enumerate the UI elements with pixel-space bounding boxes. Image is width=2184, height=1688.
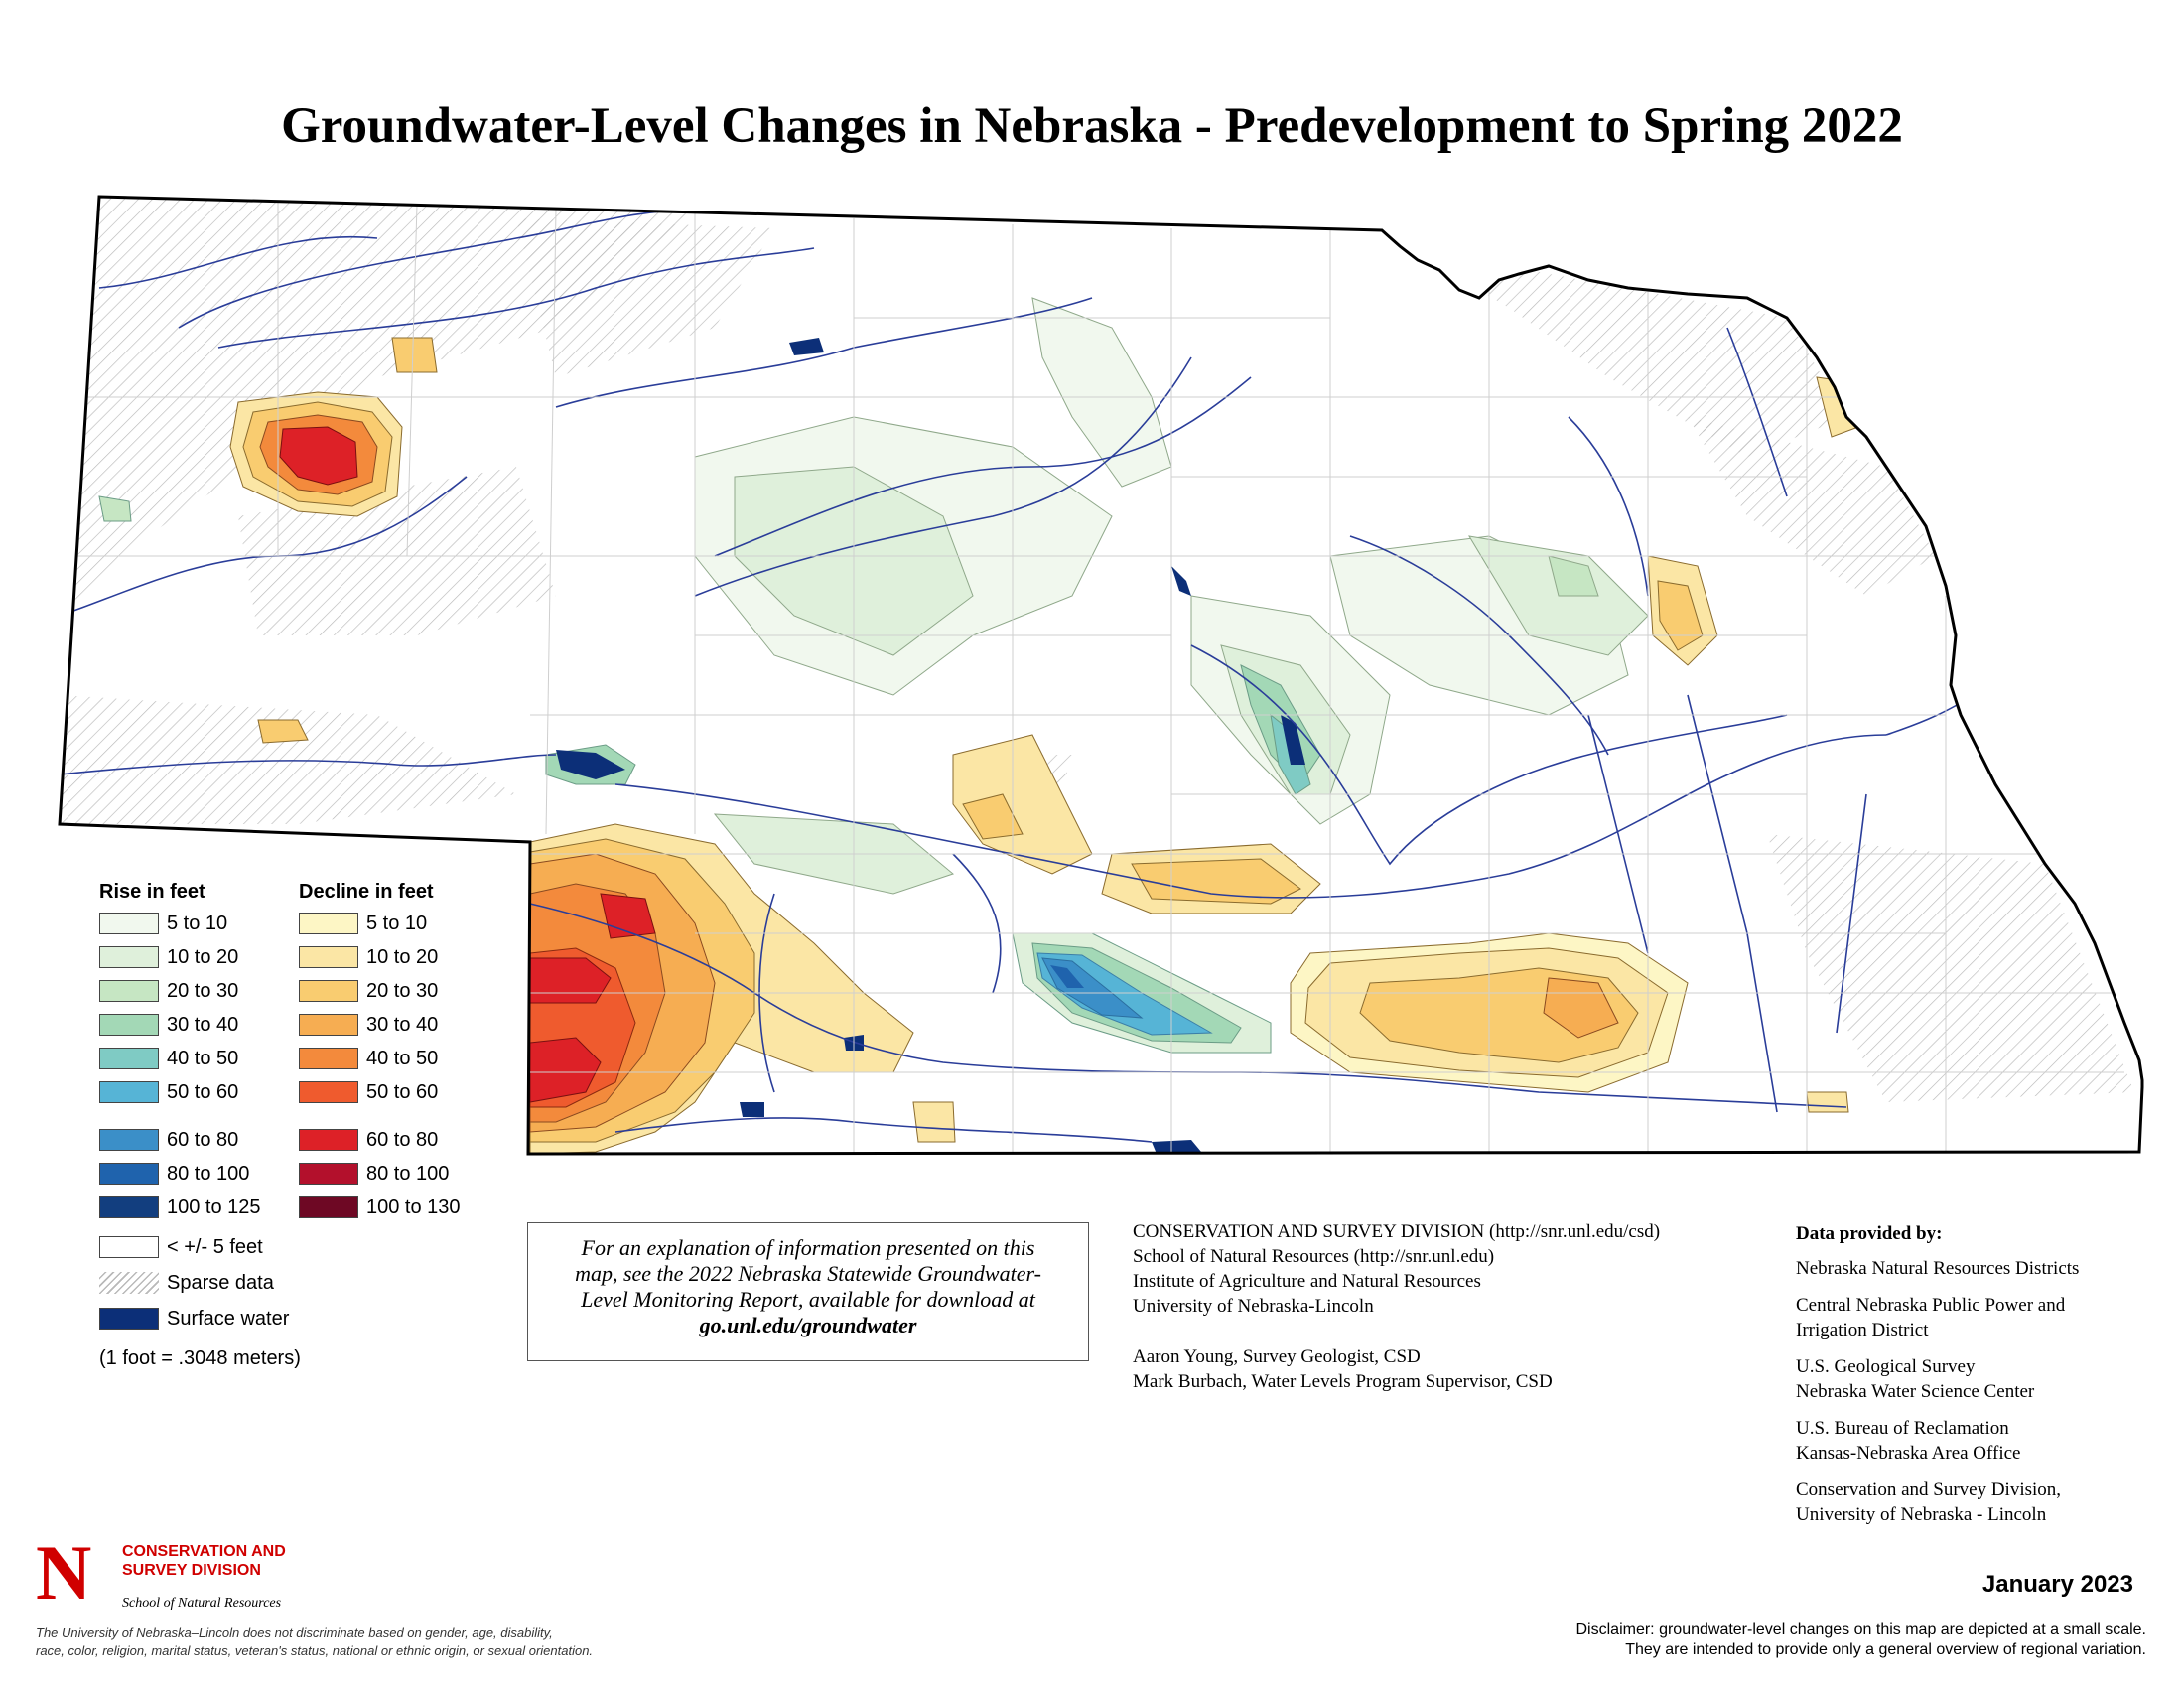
legend-rise-heading: Rise in feet <box>99 881 205 903</box>
legend-swatch <box>299 1129 358 1151</box>
data-provider-line: University of Nebraska - Lincoln <box>1796 1504 2047 1525</box>
disclaimer-line-2: They are intended to provide only a gene… <box>1625 1641 2146 1658</box>
nondiscrimination-line-1: The University of Nebraska–Lincoln does … <box>36 1625 553 1640</box>
legend-label: 80 to 100 <box>366 1163 450 1185</box>
legend-label: Sparse data <box>167 1272 274 1294</box>
credits-block: CONSERVATION AND SURVEY DIVISION (http:/… <box>1133 1219 1660 1394</box>
legend-swatch <box>299 1081 358 1103</box>
legend-swatch <box>299 913 358 934</box>
data-provider-line: U.S. Geological Survey <box>1796 1356 1976 1377</box>
legend-swatch <box>299 980 358 1002</box>
data-provider-line: Central Nebraska Public Power and <box>1796 1295 2066 1316</box>
data-provider: Central Nebraska Public Power and Irrigat… <box>1796 1293 2079 1342</box>
legend-swatch <box>299 946 358 968</box>
info-box: For an explanation of information presen… <box>527 1222 1089 1361</box>
logo-line-2: SURVEY DIVISION <box>122 1562 261 1579</box>
legend-swatch <box>299 1014 358 1036</box>
legend-swatch <box>299 1196 358 1218</box>
publication-date: January 2023 <box>1981 1571 2133 1598</box>
legend-label: < +/- 5 feet <box>167 1236 263 1258</box>
unit-conversion: (1 foot = .3048 meters) <box>99 1347 301 1369</box>
legend-swatch <box>299 1163 358 1185</box>
legend-decline-heading: Decline in feet <box>299 881 434 903</box>
map-title: Groundwater-Level Changes in Nebraska - … <box>281 98 1903 154</box>
legend-label: 50 to 60 <box>366 1081 439 1103</box>
credit-person: Mark Burbach, Water Levels Program Super… <box>1133 1371 1553 1392</box>
info-line-2: map, see the 2022 Nebraska Statewide Gro… <box>575 1261 1041 1286</box>
legend-swatch <box>99 980 159 1002</box>
legend-label: 5 to 10 <box>167 913 228 934</box>
legend-label: 10 to 20 <box>366 946 439 968</box>
data-provider-line: U.S. Bureau of Reclamation <box>1796 1418 2009 1439</box>
unl-n-logo: N <box>36 1529 105 1616</box>
logo-line-1: CONSERVATION AND <box>122 1543 286 1560</box>
logo-text: CONSERVATION AND SURVEY DIVISION <box>122 1542 286 1580</box>
legend-swatch <box>99 1308 159 1330</box>
legend-swatch <box>99 1163 159 1185</box>
legend-label: 30 to 40 <box>366 1014 439 1036</box>
data-provider-line: Conservation and Survey Division, <box>1796 1479 2062 1500</box>
data-provider: Nebraska Natural Resources Districts <box>1796 1256 2079 1281</box>
nondiscrimination-line-2: race, color, religion, marital status, v… <box>36 1643 594 1658</box>
nondiscrimination-statement: The University of Nebraska–Lincoln does … <box>36 1624 593 1660</box>
legend-swatch <box>99 1081 159 1103</box>
legend-label: 20 to 30 <box>366 980 439 1002</box>
credit-line: CONSERVATION AND SURVEY DIVISION (http:/… <box>1133 1221 1661 1242</box>
data-provider-line: Irrigation District <box>1796 1320 1929 1340</box>
credit-line: School of Natural Resources (http://snr.… <box>1133 1246 1495 1267</box>
state-boundary <box>58 195 2144 1156</box>
data-providers-heading: Data provided by: <box>1796 1223 1943 1244</box>
info-line-3: Level Monitoring Report, available for d… <box>581 1287 1035 1312</box>
legend-label: 20 to 30 <box>167 980 239 1002</box>
legend-label: Surface water <box>167 1308 290 1330</box>
data-provider: U.S. Geological Survey Nebraska Water Sci… <box>1796 1354 2079 1404</box>
legend-label: 40 to 50 <box>167 1048 239 1069</box>
legend-label: 50 to 60 <box>167 1081 239 1103</box>
data-provider: U.S. Bureau of Reclamation Kansas-Nebrask… <box>1796 1416 2079 1466</box>
legend-swatch <box>99 913 159 934</box>
disclaimer: Disclaimer: groundwater-level changes on… <box>1576 1620 2147 1660</box>
legend-swatch <box>99 1236 159 1258</box>
data-provider: Conservation and Survey Division, Univers… <box>1796 1477 2079 1527</box>
disclaimer-line-1: Disclaimer: groundwater-level changes on… <box>1575 1621 2147 1638</box>
legend-label: 60 to 80 <box>366 1129 439 1151</box>
logo-letter: N <box>36 1529 92 1616</box>
decline-areas <box>229 337 1859 1154</box>
data-providers: Data provided by: Nebraska Natural Resou… <box>1796 1221 2079 1539</box>
legend-swatch <box>99 1014 159 1036</box>
county-lines <box>60 202 2124 1152</box>
data-provider-line: Kansas-Nebraska Area Office <box>1796 1443 2021 1464</box>
legend-label: 30 to 40 <box>167 1014 239 1036</box>
legend-label: 5 to 10 <box>366 913 428 934</box>
data-provider-line: Nebraska Natural Resources Districts <box>1796 1258 2080 1279</box>
legend-label: 100 to 130 <box>366 1196 461 1218</box>
legend-swatch <box>99 1129 159 1151</box>
legend-label: 40 to 50 <box>366 1048 439 1069</box>
credit-line: University of Nebraska-Lincoln <box>1133 1296 1374 1317</box>
legend-swatch <box>99 1196 159 1218</box>
logo-subtitle: School of Natural Resources <box>122 1596 282 1611</box>
legend-swatch <box>99 1272 159 1294</box>
credit-line: Institute of Agriculture and Natural Res… <box>1133 1271 1481 1292</box>
info-link[interactable]: go.unl.edu/groundwater <box>699 1313 917 1337</box>
legend-swatch <box>99 1048 159 1069</box>
credit-person: Aaron Young, Survey Geologist, CSD <box>1133 1346 1421 1367</box>
legend-label: 80 to 100 <box>167 1163 250 1185</box>
legend-swatch <box>99 946 159 968</box>
legend-swatch <box>299 1048 358 1069</box>
info-line-1: For an explanation of information presen… <box>581 1235 1035 1260</box>
legend-label: 100 to 125 <box>167 1196 261 1218</box>
legend-label: 60 to 80 <box>167 1129 239 1151</box>
data-provider-line: Nebraska Water Science Center <box>1796 1381 2035 1402</box>
legend-label: 10 to 20 <box>167 946 239 968</box>
